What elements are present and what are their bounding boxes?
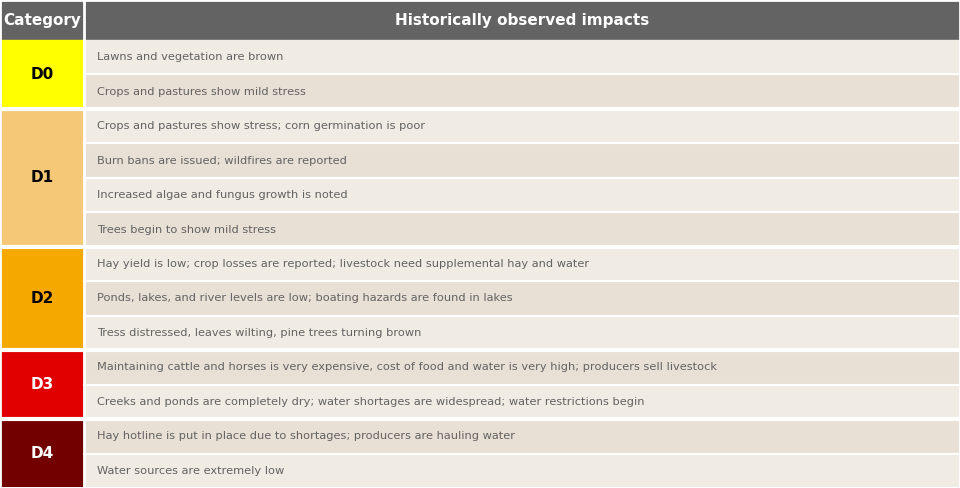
Text: Ponds, lakes, and river levels are low; boating hazards are found in lakes: Ponds, lakes, and river levels are low; … (97, 293, 513, 304)
Text: Category: Category (3, 13, 82, 27)
Text: Water sources are extremely low: Water sources are extremely low (97, 466, 284, 476)
Bar (84, 453, 960, 488)
Bar (0, 40, 84, 109)
Text: Trees begin to show mild stress: Trees begin to show mild stress (97, 224, 276, 235)
Bar (84, 281, 960, 316)
Text: D3: D3 (31, 377, 54, 392)
Bar (84, 350, 960, 385)
Bar (84, 40, 960, 75)
Bar (84, 143, 960, 178)
Text: Increased algae and fungus growth is noted: Increased algae and fungus growth is not… (97, 190, 348, 200)
Text: Historically observed impacts: Historically observed impacts (396, 13, 649, 27)
Text: Tress distressed, leaves wilting, pine trees turning brown: Tress distressed, leaves wilting, pine t… (97, 328, 421, 338)
Text: Maintaining cattle and horses is very expensive, cost of food and water is very : Maintaining cattle and horses is very ex… (97, 363, 717, 372)
Text: D0: D0 (31, 67, 54, 82)
Bar (84, 385, 960, 419)
Text: Hay yield is low; crop losses are reported; livestock need supplemental hay and : Hay yield is low; crop losses are report… (97, 259, 589, 269)
Bar (84, 178, 960, 212)
Bar (84, 212, 960, 247)
Bar (0, 109, 84, 247)
Text: Crops and pastures show mild stress: Crops and pastures show mild stress (97, 87, 306, 97)
Bar (84, 109, 960, 143)
Text: Crops and pastures show stress; corn germination is poor: Crops and pastures show stress; corn ger… (97, 121, 425, 131)
Text: Hay hotline is put in place due to shortages; producers are hauling water: Hay hotline is put in place due to short… (97, 431, 515, 441)
Text: D4: D4 (31, 446, 54, 461)
Text: Lawns and vegetation are brown: Lawns and vegetation are brown (97, 52, 283, 62)
Bar (0, 419, 84, 488)
Bar (0, 350, 84, 419)
Text: D2: D2 (31, 291, 54, 306)
Bar (84, 75, 960, 109)
Bar (0, 247, 84, 350)
Bar (84, 247, 960, 281)
Text: Burn bans are issued; wildfires are reported: Burn bans are issued; wildfires are repo… (97, 156, 347, 165)
Text: Creeks and ponds are completely dry; water shortages are widespread; water restr: Creeks and ponds are completely dry; wat… (97, 397, 644, 407)
Bar (84, 419, 960, 453)
Bar (84, 316, 960, 350)
Bar (0, 0, 960, 40)
Text: D1: D1 (31, 170, 54, 185)
